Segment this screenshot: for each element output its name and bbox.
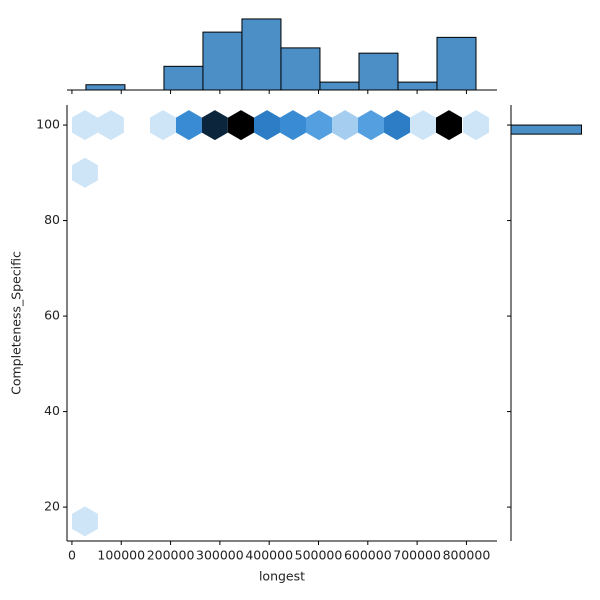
y-tick-label: 40 [44, 403, 60, 418]
x-tick-label: 400000 [245, 548, 293, 563]
hexbin [228, 110, 254, 141]
x-tick-label: 200000 [147, 548, 195, 563]
histogram-bar [202, 31, 243, 91]
hexbin [176, 110, 202, 141]
histogram-bar [163, 65, 204, 91]
y-tick-label: 60 [44, 308, 60, 323]
histogram-bar [319, 81, 360, 91]
hexbin [306, 110, 332, 141]
hexbin [436, 110, 462, 141]
hexbin [97, 110, 124, 141]
x-tick-label: 600000 [344, 548, 392, 563]
hexbin [332, 110, 358, 141]
x-tick-label: 100000 [97, 548, 145, 563]
hexbin [72, 110, 98, 141]
y-axis-label: Completeness_Specific [9, 251, 24, 395]
hexbin [72, 157, 98, 188]
histogram-bar [436, 36, 477, 91]
y-tick-label: 20 [44, 499, 60, 514]
x-tick-label: 0 [68, 548, 76, 563]
hexbin [201, 110, 228, 141]
histogram-bar [85, 84, 126, 91]
histogram-bar [280, 47, 321, 91]
hexbin [463, 110, 489, 141]
x-axis-label: longest [259, 569, 305, 584]
hexbin [72, 506, 98, 537]
x-tick-label: 500000 [295, 548, 343, 563]
histogram-bar [358, 52, 399, 91]
hexbin [254, 110, 280, 141]
hexbin [358, 110, 384, 141]
histogram-bar [510, 124, 582, 135]
x-tick-label: 300000 [196, 548, 244, 563]
hexbin [280, 110, 306, 141]
y-tick-label: 80 [44, 212, 60, 227]
histogram-bar [241, 18, 282, 91]
histogram-bar [397, 81, 438, 91]
y-tick-label: 100 [36, 117, 60, 132]
x-tick-label: 700000 [393, 548, 441, 563]
hexbin [150, 110, 176, 141]
x-tick-label: 800000 [443, 548, 491, 563]
hexbin [384, 110, 410, 141]
hexbin [410, 110, 436, 141]
